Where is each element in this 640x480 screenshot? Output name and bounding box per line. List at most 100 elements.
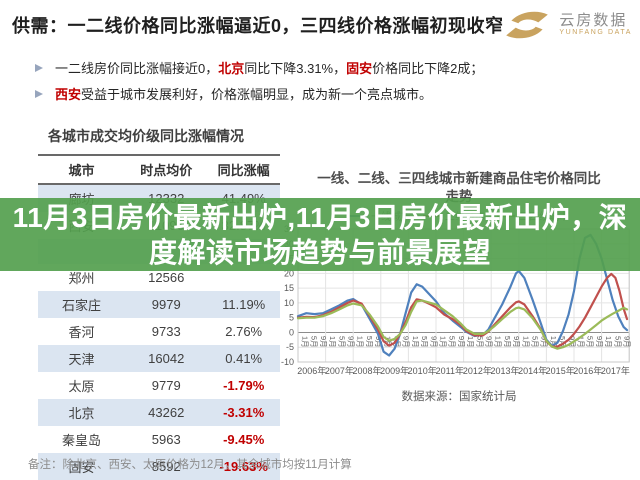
logo-name-en: YUNFANG DATA <box>559 29 632 37</box>
svg-text:5月: 5月 <box>365 336 374 348</box>
cell-change: 11.19% <box>222 297 266 312</box>
col-header-price: 时点均价 <box>125 154 208 185</box>
svg-text:1月: 1月 <box>494 336 503 348</box>
svg-text:9月: 9月 <box>623 336 632 348</box>
svg-text:0: 0 <box>289 327 294 337</box>
svg-text:1月: 1月 <box>411 336 420 348</box>
svg-text:2014年: 2014年 <box>518 365 547 376</box>
chart-source: 数据来源：国家统计局 <box>401 391 517 403</box>
cell-city: 香河 <box>68 325 95 340</box>
svg-text:1月: 1月 <box>356 336 365 348</box>
svg-text:1月: 1月 <box>577 336 586 348</box>
cell-city: 秦皇岛 <box>62 433 102 448</box>
cell-city: 固安 <box>38 453 126 480</box>
table-title: 各城市成交均价级同比涨幅情况 <box>48 128 244 144</box>
table-row: 石家庄 9979 11.19% <box>38 291 280 318</box>
cell-change: -3.31% <box>223 405 265 420</box>
cell-city: 郑州 <box>68 271 95 286</box>
svg-text:2009年: 2009年 <box>380 365 409 376</box>
svg-text:9月: 9月 <box>540 336 549 348</box>
svg-text:5月: 5月 <box>420 336 429 348</box>
svg-text:1月: 1月 <box>301 336 310 348</box>
svg-text:5月: 5月 <box>558 336 567 348</box>
svg-text:9月: 9月 <box>485 336 494 348</box>
bullet-text: 一二线房价同比涨幅接近0，北京同比下降3.31%，固安价格同比下降2成； <box>55 61 484 76</box>
cell-change: 0.41% <box>225 351 263 366</box>
cell-price: 9733 <box>151 324 181 339</box>
headline-overlay: 11月3日房价最新出炉,11月3日房价最新出炉，深度解读市场趋势与前景展望 <box>0 198 640 271</box>
arrow-icon <box>35 64 43 72</box>
svg-text:1月: 1月 <box>521 336 530 348</box>
bullet-text: 西安受益于城市发展利好，价格涨幅明显，成为新一个亮点城市。 <box>55 87 433 102</box>
svg-text:10: 10 <box>284 298 294 308</box>
svg-text:9月: 9月 <box>457 336 466 348</box>
page-title: 供需：一二线价格同比涨幅逼近0，三四线价格涨幅初现收窄 <box>12 16 504 36</box>
svg-text:9月: 9月 <box>402 336 411 348</box>
svg-text:2015年: 2015年 <box>546 365 575 376</box>
table-row: 太原 9779 -1.79% <box>38 372 280 399</box>
svg-text:5月: 5月 <box>586 336 595 348</box>
arrow-icon <box>35 90 43 98</box>
bullet-item: 一二线房价同比涨幅接近0，北京同比下降3.31%，固安价格同比下降2成； <box>35 60 615 77</box>
cell-change: 2.76% <box>225 324 263 339</box>
svg-text:9月: 9月 <box>374 336 383 348</box>
svg-text:5月: 5月 <box>503 336 512 348</box>
table-row: 秦皇岛 5963 -9.45% <box>38 426 280 453</box>
svg-text:5月: 5月 <box>475 336 484 348</box>
svg-text:9月: 9月 <box>512 336 521 348</box>
price-table-panel: 各城市成交均价级同比涨幅情况 城市 时点均价 同比涨幅 廊坊1233241.49… <box>38 126 280 480</box>
col-header-change: 同比涨幅 <box>207 154 280 185</box>
svg-text:9月: 9月 <box>595 336 604 348</box>
svg-text:1月: 1月 <box>466 336 475 348</box>
svg-text:5: 5 <box>289 313 294 323</box>
cell-city: 天津 <box>68 352 95 367</box>
svg-text:9月: 9月 <box>429 336 438 348</box>
svg-text:5月: 5月 <box>448 336 457 348</box>
svg-text:-5: -5 <box>286 342 294 352</box>
svg-text:2013年: 2013年 <box>490 365 519 376</box>
svg-text:2008年: 2008年 <box>352 365 381 376</box>
svg-text:1月: 1月 <box>439 336 448 348</box>
cell-price: 12566 <box>148 270 185 285</box>
svg-text:5月: 5月 <box>310 336 319 348</box>
svg-text:2006年: 2006年 <box>297 365 326 376</box>
svg-text:2011年: 2011年 <box>436 365 464 376</box>
yunfang-logo: 云房数据 YUNFANG DATA <box>501 6 632 44</box>
bullet-list: 一二线房价同比涨幅接近0，北京同比下降3.31%，固安价格同比下降2成； 西安受益… <box>35 60 615 112</box>
svg-text:2007年: 2007年 <box>325 365 354 376</box>
cell-price: 5963 <box>151 432 181 447</box>
headline-overlay-text: 11月3日房价最新出炉,11月3日房价最新出炉，深度解读市场趋势与前景展望 <box>12 201 628 268</box>
svg-text:15: 15 <box>284 283 294 293</box>
svg-text:5月: 5月 <box>337 336 346 348</box>
svg-text:5月: 5月 <box>613 336 622 348</box>
cell-price: 9779 <box>151 378 181 393</box>
svg-text:9月: 9月 <box>347 336 356 348</box>
cell-change: -1.79% <box>223 378 265 393</box>
svg-text:5月: 5月 <box>531 336 540 348</box>
svg-text:9月: 9月 <box>319 336 328 348</box>
svg-text:-10: -10 <box>281 357 294 367</box>
svg-text:2017年: 2017年 <box>601 365 630 376</box>
table-row: 北京 43262 -3.31% <box>38 399 280 426</box>
cell-city: 太原 <box>68 379 95 394</box>
logo-name-cn: 云房数据 <box>559 11 628 29</box>
cell-price: 16042 <box>148 351 185 366</box>
table-row: 香河 9733 2.76% <box>38 318 280 345</box>
cell-price: 9979 <box>151 297 181 312</box>
table-header-row: 城市 时点均价 同比涨幅 <box>38 154 280 185</box>
cell-city: 石家庄 <box>62 298 102 313</box>
bullet-item: 西安受益于城市发展利好，价格涨幅明显，成为新一个亮点城市。 <box>35 86 615 103</box>
svg-text:1月: 1月 <box>604 336 613 348</box>
svg-text:1月: 1月 <box>328 336 337 348</box>
svg-text:2016年: 2016年 <box>573 365 602 376</box>
cell-price: 8592 <box>125 453 208 480</box>
svg-text:2012年: 2012年 <box>463 365 492 376</box>
table-row: 郑州 12566 <box>38 264 280 291</box>
svg-text:2010年: 2010年 <box>408 365 437 376</box>
table-row: 天津 16042 0.41% <box>38 345 280 372</box>
col-header-city: 城市 <box>38 154 126 185</box>
table-footnote: 备注：除北京、西安、太原价格为12月，其余城市均按11月计算 <box>28 459 352 471</box>
svg-text:1月: 1月 <box>549 336 558 348</box>
cell-city: 北京 <box>68 406 95 421</box>
